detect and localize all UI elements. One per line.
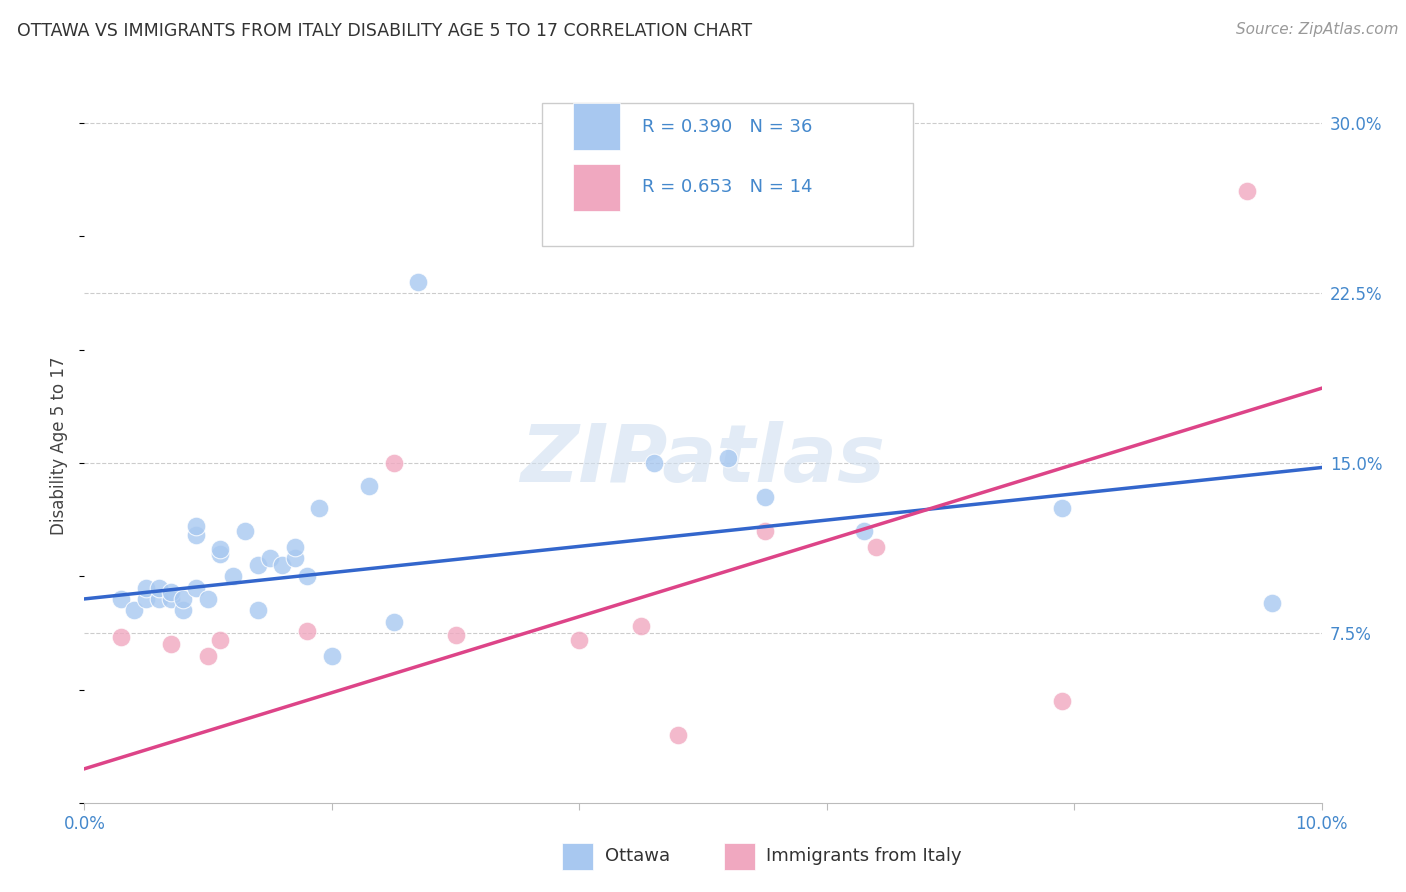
Point [135,591,157,606]
Point [184,519,207,533]
Text: Immigrants from Italy: Immigrants from Italy [766,847,962,865]
Point [754,524,776,538]
Bar [574,164,620,211]
Point [148,591,170,606]
Point [1050,694,1073,708]
Text: ZIPatlas: ZIPatlas [520,421,886,500]
Text: R = 0.653   N = 14: R = 0.653 N = 14 [643,178,813,196]
Point [172,591,194,606]
Point [209,542,232,557]
Point [643,456,665,470]
Point [357,478,380,492]
Text: Ottawa: Ottawa [605,847,669,865]
Point [284,540,307,554]
Point [160,637,183,651]
Point [717,451,740,466]
Point [382,456,405,470]
Point [184,528,207,542]
Point [222,569,245,583]
Text: R = 0.390   N = 36: R = 0.390 N = 36 [643,118,813,136]
Point [295,569,318,583]
Point [1236,184,1258,198]
Point [259,551,281,566]
Point [295,624,318,638]
Point [382,615,405,629]
Point [246,603,269,617]
Point [110,591,132,606]
Point [209,632,232,647]
Point [852,524,875,538]
Point [184,581,207,595]
Point [110,631,132,645]
Point [209,547,232,561]
Bar [574,103,620,150]
Y-axis label: Disability Age 5 to 17: Disability Age 5 to 17 [51,357,69,535]
Point [408,275,430,289]
Point [754,490,776,504]
Point [246,558,269,572]
Point [148,581,170,595]
Point [271,558,294,572]
Text: OTTAWA VS IMMIGRANTS FROM ITALY DISABILITY AGE 5 TO 17 CORRELATION CHART: OTTAWA VS IMMIGRANTS FROM ITALY DISABILI… [17,22,752,40]
Point [160,585,183,599]
Point [122,603,145,617]
Point [1261,597,1284,611]
Point [1050,501,1073,516]
Text: Source: ZipAtlas.com: Source: ZipAtlas.com [1236,22,1399,37]
FancyBboxPatch shape [543,103,914,246]
Point [284,551,307,566]
Point [321,648,343,663]
Point [630,619,652,633]
Point [233,524,256,538]
Point [568,632,591,647]
Point [135,581,157,595]
Point [308,501,330,516]
Point [666,728,689,742]
Point [197,648,219,663]
Point [444,628,467,642]
Point [160,591,183,606]
Point [172,603,194,617]
Point [197,591,219,606]
Point [865,540,887,554]
